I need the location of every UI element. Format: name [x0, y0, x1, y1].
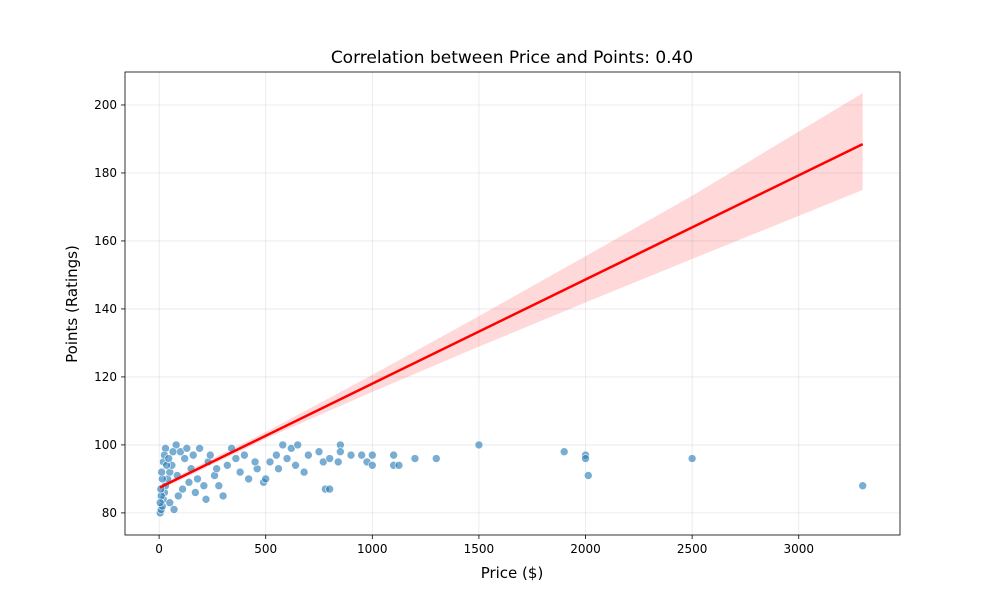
scatter-point: [174, 491, 183, 501]
scatter-point: [291, 461, 300, 470]
x-tick-label: 2500: [677, 542, 708, 556]
y-axis-label: Points (Ratings): [63, 245, 81, 363]
scatter-point: [282, 454, 292, 463]
chart-title: Correlation between Price and Points: 0.…: [331, 48, 693, 68]
scatter-point: [293, 440, 302, 450]
scatter-point: [182, 444, 192, 453]
scatter-point: [261, 474, 271, 484]
scatter-point: [165, 498, 175, 508]
x-tick-label: 0: [155, 542, 163, 556]
scatter-point: [368, 450, 377, 460]
scatter-point: [431, 454, 441, 463]
plot-frame: [124, 71, 901, 536]
scatter-point: [240, 450, 249, 460]
scatter-point: [304, 450, 313, 460]
x-tick-label: 500: [254, 542, 277, 556]
x-tick-label: 1000: [357, 542, 388, 556]
y-tick-label: 80: [102, 506, 117, 520]
scatter-point: [201, 495, 211, 504]
y-tick-label: 200: [94, 98, 117, 112]
scatter-point: [231, 454, 241, 463]
regression-line: [159, 142, 864, 489]
scatter-point: [195, 444, 204, 453]
scatter-point: [274, 464, 283, 474]
scatter-point: [168, 447, 178, 457]
scatter-point: [583, 471, 593, 480]
scatter-point: [357, 450, 366, 460]
scatter-point: [581, 454, 590, 463]
y-tick-label: 160: [94, 234, 117, 248]
scatter-point: [188, 450, 198, 460]
scatter-point: [278, 440, 288, 450]
scatter-point: [157, 467, 166, 477]
scatter-point: [178, 484, 187, 494]
scatter-point: [218, 491, 228, 501]
scatter-point: [212, 464, 221, 474]
scatter-point: [164, 454, 174, 463]
scatter-point: [193, 474, 202, 484]
scatter-point: [272, 450, 281, 460]
scatter-point: [155, 498, 165, 508]
scatter-point: [410, 454, 420, 463]
scatter-point: [346, 450, 356, 460]
x-tick-label: 1500: [464, 542, 495, 556]
scatter-point: [368, 461, 377, 470]
scatter-point: [858, 481, 867, 491]
scatter-point: [394, 461, 404, 470]
scatter-point: [214, 481, 224, 491]
scatter-point: [180, 454, 189, 463]
scatter-point: [265, 457, 275, 467]
scatter-point: [314, 447, 324, 457]
scatter-point: [325, 484, 334, 494]
scatter-point: [205, 450, 215, 460]
y-tick-label: 100: [94, 438, 117, 452]
scatter-point: [389, 450, 398, 460]
scatter-point: [235, 467, 245, 477]
scatter-point: [169, 505, 179, 514]
scatter-point: [687, 454, 697, 463]
scatter-point: [199, 481, 209, 491]
x-tick-label: 2000: [570, 542, 601, 556]
scatter-point: [474, 440, 484, 450]
scatter-point: [336, 447, 345, 457]
scatter-point: [325, 454, 334, 463]
x-tick-label: 3000: [783, 542, 814, 556]
x-axis-label: Price ($): [481, 564, 544, 582]
scatter-point: [223, 461, 232, 470]
scatter-point: [299, 467, 309, 477]
scatter-point: [184, 478, 194, 487]
scatter-point: [333, 457, 343, 467]
y-tick-label: 120: [94, 370, 117, 384]
scatter-point: [559, 447, 569, 457]
scatter-point: [191, 488, 200, 497]
scatter-point: [250, 457, 260, 467]
scatter-point: [244, 474, 253, 484]
y-tick-label: 140: [94, 302, 117, 316]
y-tick-label: 180: [94, 166, 117, 180]
